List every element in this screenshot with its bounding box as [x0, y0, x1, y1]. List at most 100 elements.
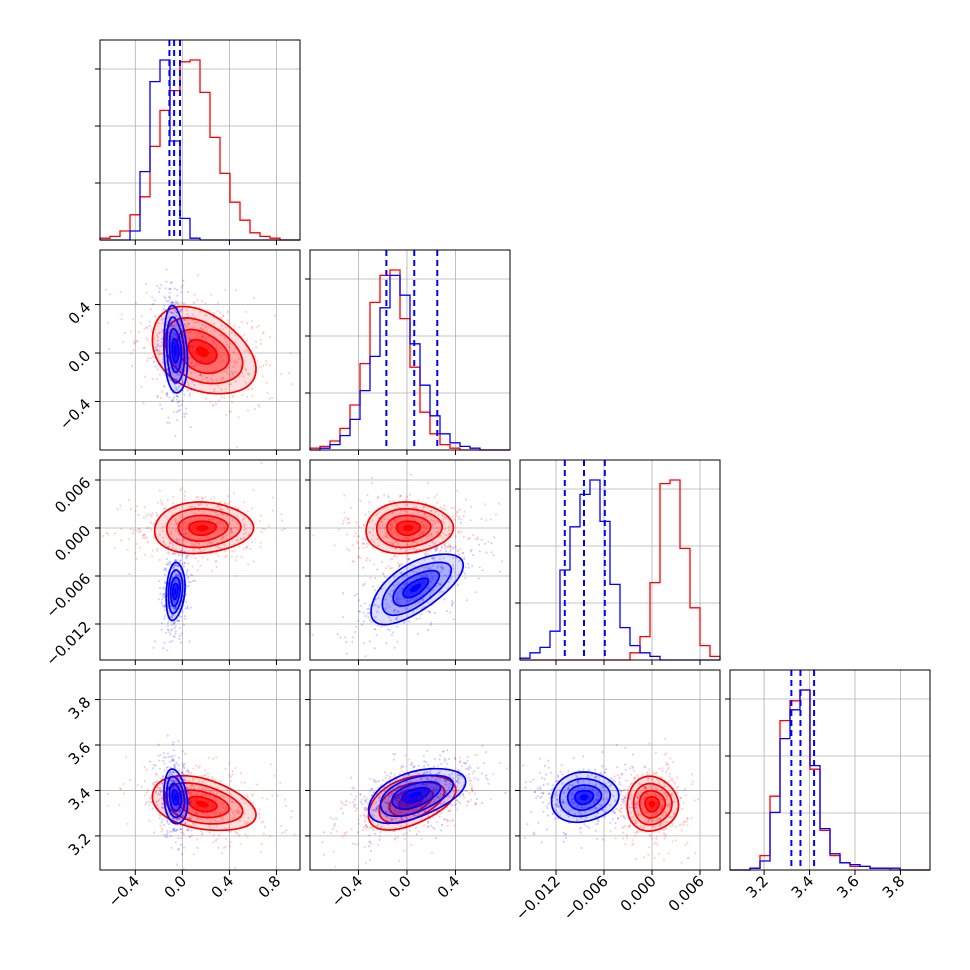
red-point [404, 550, 407, 553]
red-point [370, 481, 373, 485]
blue-point [169, 808, 172, 811]
red-point [215, 551, 218, 555]
blue-point [455, 556, 458, 560]
red-point [189, 505, 192, 508]
blue-point [175, 373, 179, 376]
blue-point [473, 770, 476, 773]
red-point [202, 544, 205, 547]
red-point [249, 547, 252, 551]
red-point [119, 788, 122, 791]
red-point [364, 862, 367, 865]
red-point [201, 497, 204, 500]
red-point [122, 341, 125, 344]
blue-point [181, 801, 184, 804]
red-point [446, 545, 449, 548]
red-point [388, 778, 391, 781]
blue-point [376, 805, 379, 808]
blue-point [499, 570, 502, 573]
blue-point [187, 788, 190, 791]
red-point [143, 506, 146, 509]
red-point [644, 796, 647, 799]
blue-point [401, 576, 404, 579]
red-point [463, 796, 466, 799]
blue-point [173, 563, 176, 567]
blue-point [468, 779, 471, 782]
red-point [224, 810, 227, 813]
blue-point [177, 619, 181, 622]
blue-point [440, 762, 443, 766]
blue-point [394, 809, 397, 812]
red-point [130, 352, 133, 355]
red-point [644, 786, 647, 789]
red-point [172, 552, 175, 555]
red-point [391, 541, 394, 544]
blue-point [400, 562, 403, 566]
blue-point [179, 615, 182, 618]
red-point [280, 831, 283, 835]
blue-point [397, 795, 400, 798]
red-point [206, 817, 209, 821]
red-point [190, 372, 193, 375]
blue-point [436, 566, 439, 569]
blue-point [182, 318, 185, 321]
blue-point [455, 785, 458, 788]
blue-point [159, 363, 162, 366]
red-point [180, 487, 183, 490]
blue-point [174, 811, 177, 815]
red-point [648, 742, 651, 745]
red-point [150, 329, 153, 332]
red-point [410, 536, 413, 539]
red-point [283, 527, 286, 531]
red-point [633, 777, 636, 780]
red-point [190, 359, 193, 362]
blue-point [152, 783, 156, 786]
red-point [235, 446, 238, 449]
blue-point [464, 566, 467, 569]
red-point [180, 808, 183, 812]
red-point [663, 753, 667, 756]
blue-point [199, 372, 202, 376]
blue-point [438, 778, 442, 781]
red-point [159, 824, 162, 827]
red-point [663, 810, 666, 813]
red-point [658, 767, 661, 771]
red-point [405, 495, 408, 498]
blue-point [401, 587, 404, 590]
red-point [340, 800, 343, 803]
blue-point [178, 802, 181, 805]
blue-point [562, 840, 565, 843]
blue-point [431, 557, 434, 560]
red-point [221, 815, 224, 819]
blue-point [419, 773, 422, 776]
blue-point [402, 765, 405, 768]
red-point [622, 795, 625, 798]
blue-point [434, 779, 437, 782]
red-point [259, 541, 262, 544]
blue-point [185, 573, 188, 576]
red-point [398, 859, 401, 862]
red-point [184, 822, 187, 825]
red-point [653, 842, 656, 845]
blue-point [481, 569, 484, 572]
blue-point [153, 299, 156, 302]
red-point [156, 349, 159, 352]
red-point [192, 767, 195, 770]
red-point [365, 807, 368, 810]
blue-point [189, 338, 192, 341]
blue-point [163, 568, 166, 571]
red-point [144, 803, 147, 806]
blue-point [342, 812, 345, 815]
red-point [200, 833, 203, 836]
blue-point [160, 821, 163, 824]
blue-point [429, 770, 432, 773]
blue-point [181, 750, 184, 753]
blue-point [367, 607, 370, 610]
blue-point [177, 817, 180, 820]
red-point [422, 506, 425, 509]
red-point [427, 497, 430, 500]
blue-point [154, 347, 158, 350]
red-point [196, 299, 199, 302]
blue-point [180, 772, 183, 775]
blue-point [372, 791, 375, 794]
red-point [159, 331, 162, 334]
